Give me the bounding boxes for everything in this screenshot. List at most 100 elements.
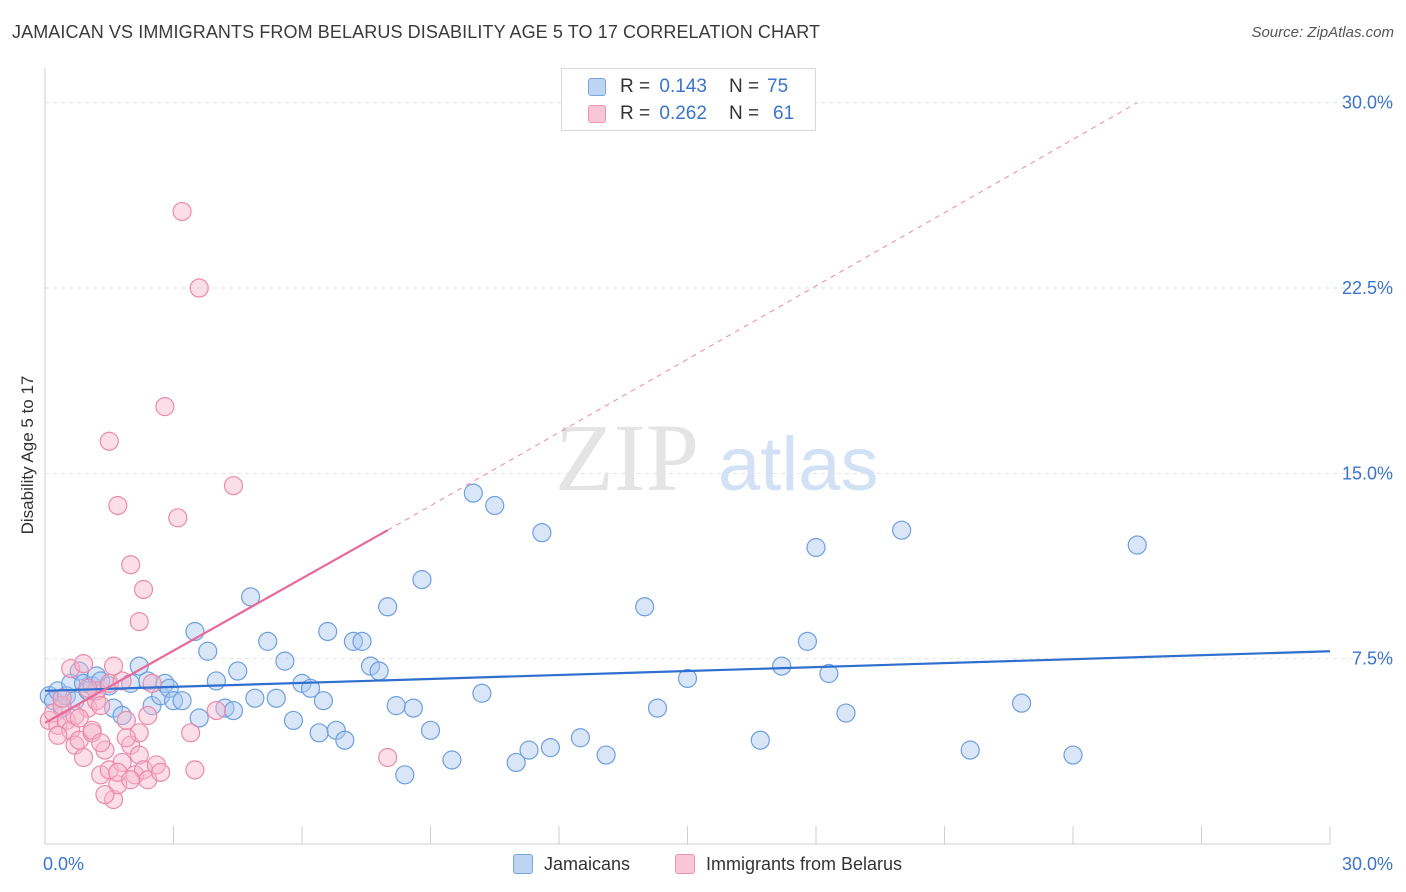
point-jamaicans: [819, 663, 839, 684]
point-belarus: [189, 278, 209, 298]
point-jamaicans: [463, 483, 483, 503]
trend-lines: [44, 102, 1331, 724]
y-axis-title: Disability Age 5 to 17: [18, 375, 37, 535]
trend-line-jamaicans: [44, 650, 1331, 692]
bottom-legend-swatch-blue: [513, 854, 533, 874]
bottom-legend-swatch-pink: [675, 854, 695, 874]
point-belarus: [48, 725, 68, 745]
point-jamaicans: [241, 587, 261, 607]
point-jamaicans: [836, 703, 856, 723]
x-tick-label: 30.0%: [1342, 854, 1393, 874]
point-belarus: [61, 658, 81, 679]
point-belarus: [112, 752, 132, 773]
legend-r-value: 0.262: [659, 103, 707, 124]
series-belarus: [39, 201, 398, 810]
tick-labels: 7.5% 15.0% 22.5% 30.0% 0.0% 30.0%: [43, 93, 1393, 874]
point-belarus: [91, 696, 111, 716]
legend-swatch-blue: [588, 78, 606, 96]
point-belarus: [142, 673, 162, 693]
legend-row-belarus: R = 0.262 N = 61: [562, 101, 794, 127]
legend-n-label: N =: [728, 103, 760, 124]
point-belarus: [69, 708, 89, 728]
legend-n-value: 61: [773, 103, 795, 124]
point-jamaicans: [206, 671, 226, 691]
point-jamaicans: [797, 631, 818, 651]
chart-title: JAMAICAN VS IMMIGRANTS FROM BELARUS DISA…: [12, 22, 821, 42]
point-jamaicans: [635, 597, 655, 617]
point-jamaicans: [772, 656, 792, 676]
point-belarus: [151, 762, 171, 782]
legend-r-value: 0.143: [659, 76, 707, 97]
legend-row-jamaicans: R = 0.143 N = 75: [562, 74, 788, 100]
point-belarus: [181, 723, 201, 743]
point-jamaicans: [677, 668, 698, 689]
point-belarus: [133, 579, 154, 600]
point-jamaicans: [223, 700, 244, 721]
point-belarus: [155, 397, 175, 417]
point-belarus: [121, 770, 141, 790]
y-tick-label: 30.0%: [1342, 93, 1393, 113]
source-label: Source: ZipAtlas.com: [1251, 24, 1394, 41]
point-jamaicans: [1011, 693, 1032, 713]
point-belarus: [73, 654, 94, 674]
point-belarus: [116, 710, 136, 731]
watermark-zip: ZIP: [555, 404, 699, 511]
point-belarus: [121, 555, 141, 575]
point-jamaicans: [506, 752, 526, 773]
point-jamaicans: [335, 730, 355, 750]
point-jamaicans: [378, 597, 398, 617]
point-belarus: [129, 612, 149, 632]
point-jamaicans: [313, 691, 334, 711]
point-jamaicans: [596, 745, 616, 765]
point-jamaicans: [275, 651, 295, 671]
point-jamaicans: [189, 708, 209, 728]
point-jamaicans: [403, 698, 423, 718]
legend-n-label: N =: [728, 76, 760, 97]
bottom-legend-belarus: Immigrants from Belarus: [675, 852, 902, 876]
point-jamaicans: [570, 728, 591, 748]
point-jamaicans: [309, 723, 329, 743]
point-jamaicans: [172, 691, 192, 711]
y-tick-label: 22.5%: [1342, 278, 1393, 298]
legend-n-value: 75: [767, 76, 789, 97]
point-jamaicans: [472, 683, 492, 703]
watermark-atlas: atlas: [718, 422, 879, 507]
legend-r-label: R =: [620, 76, 651, 97]
point-jamaicans: [420, 720, 441, 740]
point-belarus: [95, 784, 115, 805]
point-jamaicans: [532, 523, 552, 543]
point-jamaicans: [519, 740, 539, 760]
point-jamaicans: [369, 661, 389, 681]
point-jamaicans: [412, 570, 432, 590]
point-belarus: [185, 760, 205, 780]
point-belarus: [378, 747, 398, 768]
trend-line-belarus: [44, 529, 389, 724]
point-jamaicans: [352, 631, 372, 651]
point-jamaicans: [283, 710, 304, 731]
point-belarus: [99, 431, 119, 451]
point-belarus: [129, 745, 149, 765]
point-jamaicans: [806, 537, 826, 558]
trend-line-belarus-extended: [387, 102, 1138, 531]
grid-lines: [45, 102, 1392, 660]
point-jamaicans: [1127, 535, 1147, 555]
bottom-legend-label-jamaicans: Jamaicans: [544, 853, 631, 874]
bottom-legend-label-belarus: Immigrants from Belarus: [706, 853, 903, 874]
point-jamaicans: [245, 688, 265, 708]
point-jamaicans: [198, 641, 218, 661]
point-belarus: [168, 508, 188, 528]
series-jamaicans: [39, 483, 1147, 785]
point-belarus: [108, 495, 128, 516]
point-belarus: [172, 201, 192, 222]
point-jamaicans: [258, 631, 278, 651]
point-jamaicans: [386, 696, 406, 716]
point-jamaicans: [892, 520, 912, 540]
y-tick-label: 15.0%: [1342, 463, 1393, 483]
point-jamaicans: [485, 495, 505, 516]
watermark: ZIP atlas: [555, 404, 879, 511]
point-belarus: [73, 747, 94, 768]
bottom-legend-jamaicans: Jamaicans: [513, 852, 630, 876]
point-belarus: [129, 723, 149, 743]
point-belarus: [206, 700, 226, 721]
